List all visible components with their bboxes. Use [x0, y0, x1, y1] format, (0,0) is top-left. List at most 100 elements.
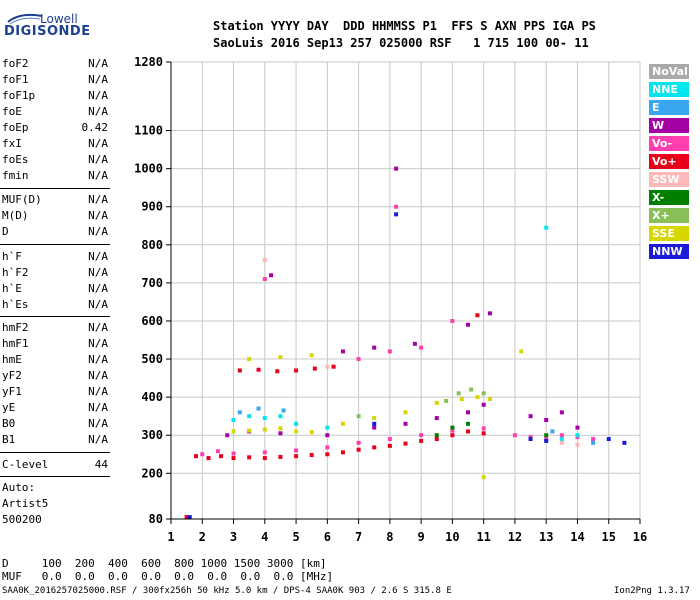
param-name: foE [2, 105, 22, 118]
data-point-w [225, 433, 230, 438]
chart-axes: 1 2 3 4 5 6 7 8 9 10 11 12 13 14 15 1680200300400500600… [134, 55, 647, 544]
param-row-md: M(D) N/A [2, 209, 108, 225]
data-point-vo- [475, 313, 480, 318]
param-name: foF1p [2, 89, 36, 102]
x-tick-label: 3 [230, 530, 237, 544]
data-point-vo- [206, 456, 211, 461]
param-row-B1: B1 N/A [2, 433, 108, 449]
logo-text-bottom: DIGISONDE [4, 24, 91, 39]
data-point-nne [278, 414, 283, 419]
data-point-e [281, 408, 286, 413]
data-point-w [269, 273, 274, 278]
data-point-x- [466, 421, 471, 426]
data-point-sse [309, 430, 314, 435]
data-point-sse [340, 421, 345, 426]
param-row-hE: h`E N/A [2, 282, 108, 298]
data-point-w [575, 425, 580, 430]
logo-swoosh-icon [7, 13, 43, 25]
param-row-foE: foE N/A [2, 105, 108, 121]
param-name: h`F [2, 250, 22, 263]
data-point-vo- [247, 455, 252, 460]
header-values: SaoLuis 2016 Sep13 257 025000 RSF 1 715 … [213, 36, 589, 50]
data-point-x- [469, 387, 474, 392]
data-point-e [256, 406, 261, 411]
data-point-vo- [275, 369, 280, 374]
legend-item-vo-plus: Vo+ [649, 154, 689, 169]
y-tick-label: 1280 [134, 55, 163, 69]
data-point-w [403, 421, 408, 426]
header-columns: Station YYYY DAY DDD HHMMSS P1 FFS S AXN… [213, 19, 596, 33]
data-point-w [325, 433, 330, 438]
data-point-sse [247, 357, 252, 362]
y-tick-label: 80 [149, 512, 163, 526]
param-value: N/A [88, 105, 108, 118]
data-point-vo- [387, 443, 392, 448]
data-point-w [340, 349, 345, 354]
x-tick-label: 8 [386, 530, 393, 544]
data-point-vo- [256, 367, 261, 372]
data-point-w [394, 166, 399, 171]
data-point-vo- [403, 441, 408, 446]
data-point-sse [459, 397, 464, 402]
param-name: h`Es [2, 298, 29, 311]
param-value: N/A [88, 433, 108, 446]
y-tick-label: 400 [141, 390, 163, 404]
data-point-sse [372, 416, 377, 421]
data-point-ssw [559, 440, 564, 445]
param-row-foF1: foF1 N/A [2, 73, 108, 89]
data-point-vo- [278, 454, 283, 459]
data-point-w [481, 402, 486, 407]
data-point-nne [544, 225, 549, 230]
data-point-w [559, 410, 564, 415]
param-name: yF1 [2, 385, 22, 398]
muf-row: MUF 0.0 0.0 0.0 0.0 0.0 0.0 0.0 0.0 [MHz… [2, 570, 334, 583]
param-name: hmF2 [2, 321, 29, 334]
data-point-sse [231, 429, 236, 434]
data-point-sse [278, 426, 283, 431]
y-tick-label: 1100 [134, 124, 163, 138]
legend-item-e: E [649, 100, 689, 115]
data-point-vo- [419, 438, 424, 443]
data-point-w [544, 417, 549, 422]
x-tick-label: 14 [570, 530, 584, 544]
param-row-foF1p: foF1p N/A [2, 89, 108, 105]
data-point-sse [487, 397, 492, 402]
autoscaling-code: 500200 [2, 513, 42, 526]
data-point-vo- [591, 437, 596, 442]
legend-item-x-plus: X+ [649, 208, 689, 223]
data-point-nnw [544, 438, 549, 443]
x-tick-label: 10 [445, 530, 459, 544]
data-point-w [372, 345, 377, 350]
legend-item-sse: SSE [649, 226, 689, 241]
param-row-hEs: h`Es N/A [2, 298, 108, 314]
data-point-e [550, 429, 555, 434]
param-value: N/A [88, 153, 108, 166]
param-name: C-level [2, 458, 49, 471]
data-point-x- [481, 391, 486, 396]
data-point-nnw [372, 421, 377, 426]
param-value: N/A [88, 209, 108, 222]
data-point-w [434, 416, 439, 421]
param-value: N/A [88, 401, 108, 414]
version-label: Ion2Png 1.3.17 [614, 586, 690, 596]
data-point-nnw [606, 437, 611, 442]
param-row-B0: B0 N/A [2, 417, 108, 433]
data-point-vo- [237, 368, 242, 373]
param-row-yF2: yF2 N/A [2, 369, 108, 385]
x-tick-label: 12 [508, 530, 522, 544]
data-point-sse [262, 427, 267, 432]
param-value: 0.42 [81, 121, 109, 134]
data-point-vo- [231, 451, 236, 456]
data-point-vo- [450, 433, 455, 438]
x-tick-label: 9 [418, 530, 425, 544]
param-value: N/A [88, 298, 108, 311]
y-tick-label: 500 [141, 352, 163, 366]
data-point-w [487, 311, 492, 316]
data-point-vo- [419, 345, 424, 350]
param-name: B0 [2, 417, 16, 430]
data-point-x- [356, 414, 361, 419]
data-point-vo- [559, 433, 564, 438]
param-row-yE: yE N/A [2, 401, 108, 417]
divider [0, 316, 110, 317]
